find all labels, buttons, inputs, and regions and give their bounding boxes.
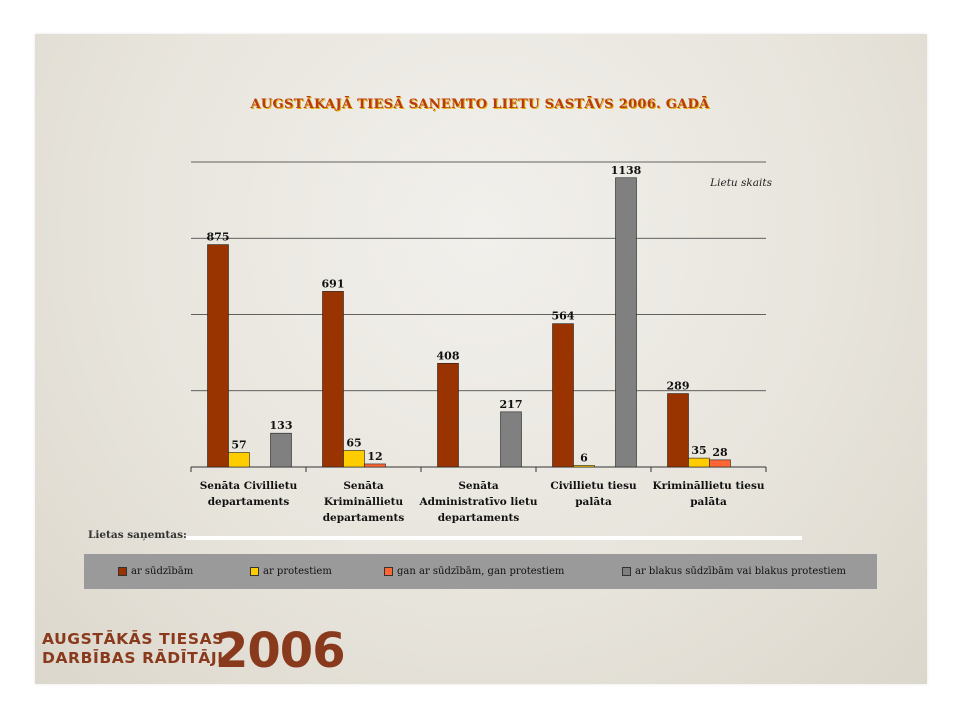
category-label: Civillietu tiesu — [550, 480, 637, 492]
category-label: palāta — [690, 496, 727, 508]
category-label: Krimināllietu — [324, 496, 404, 508]
data-label: 6 — [580, 451, 588, 464]
data-label: 133 — [270, 419, 293, 432]
x-axis-label: Lietas saņemtas: — [88, 529, 187, 541]
bar — [552, 323, 574, 468]
legend-swatch — [384, 567, 393, 576]
bar — [667, 393, 689, 468]
category-label: Senāta Civillietu — [200, 480, 298, 492]
category-label: departaments — [438, 512, 520, 524]
data-label: 408 — [437, 349, 460, 362]
brand-line-1: AUGSTĀKĀS TIESAS — [42, 630, 224, 648]
bar — [437, 362, 459, 468]
chart-title: AUGSTĀKAJĀ TIESĀ SAŅEMTO LIETU SASTĀVS 2… — [250, 97, 710, 112]
data-label: 57 — [231, 439, 246, 452]
category-label: Senāta — [343, 480, 384, 492]
data-label: 65 — [346, 436, 361, 449]
data-label: 289 — [667, 380, 690, 393]
legend-swatch — [622, 567, 631, 576]
brand-text: AUGSTĀKĀS TIESAS DARBĪBAS RĀDĪTĀJI — [42, 630, 224, 668]
category-label: Krimināllietu tiesu — [652, 480, 764, 492]
brand-line-2: DARBĪBAS RĀDĪTĀJI — [42, 649, 224, 667]
legend-label: ar sūdzībām — [131, 566, 194, 577]
brand-year: 2006 — [215, 623, 346, 679]
data-label: 875 — [207, 231, 230, 244]
category-label: Senāta — [458, 480, 499, 492]
bar — [270, 432, 292, 468]
category-label: departaments — [208, 496, 290, 508]
bar — [709, 459, 731, 468]
bar — [228, 452, 250, 468]
bar — [500, 411, 522, 468]
legend-label: ar blakus sūdzībām vai blakus protestiem — [635, 566, 847, 577]
divider-strip — [186, 536, 802, 540]
legend-swatch — [118, 567, 127, 576]
data-label: 1138 — [611, 164, 642, 177]
bar — [207, 244, 229, 468]
data-label: 12 — [367, 450, 382, 463]
data-label: 35 — [691, 444, 706, 457]
bar — [688, 457, 710, 468]
bar — [322, 291, 344, 468]
legend-label: ar protestiem — [263, 566, 332, 577]
data-label: 28 — [712, 446, 728, 459]
legend-label: gan ar sūdzībām, gan protestiem — [397, 566, 565, 577]
category-label: palāta — [575, 496, 612, 508]
category-label: Administratīvo lietu — [418, 496, 537, 508]
chart-legend: ar sūdzībām ar protestiem gan ar sūdzībām,… — [84, 554, 877, 589]
bar — [343, 450, 365, 468]
bar — [364, 463, 386, 468]
bar — [573, 465, 595, 468]
legend-item: ar sūdzībām — [118, 566, 193, 577]
bar — [615, 177, 637, 468]
legend-item: ar protestiem — [250, 566, 332, 577]
category-label: departaments — [323, 512, 405, 524]
legend-swatch — [250, 567, 259, 576]
legend-item: ar blakus sūdzībām vai blakus protestiem — [622, 566, 846, 577]
legend-item: gan ar sūdzībām, gan protestiem — [384, 566, 564, 577]
data-label: 691 — [322, 277, 345, 290]
y-unit-label: Lietu skaits — [709, 177, 772, 189]
data-label: 217 — [500, 398, 523, 411]
data-label: 564 — [552, 310, 575, 323]
